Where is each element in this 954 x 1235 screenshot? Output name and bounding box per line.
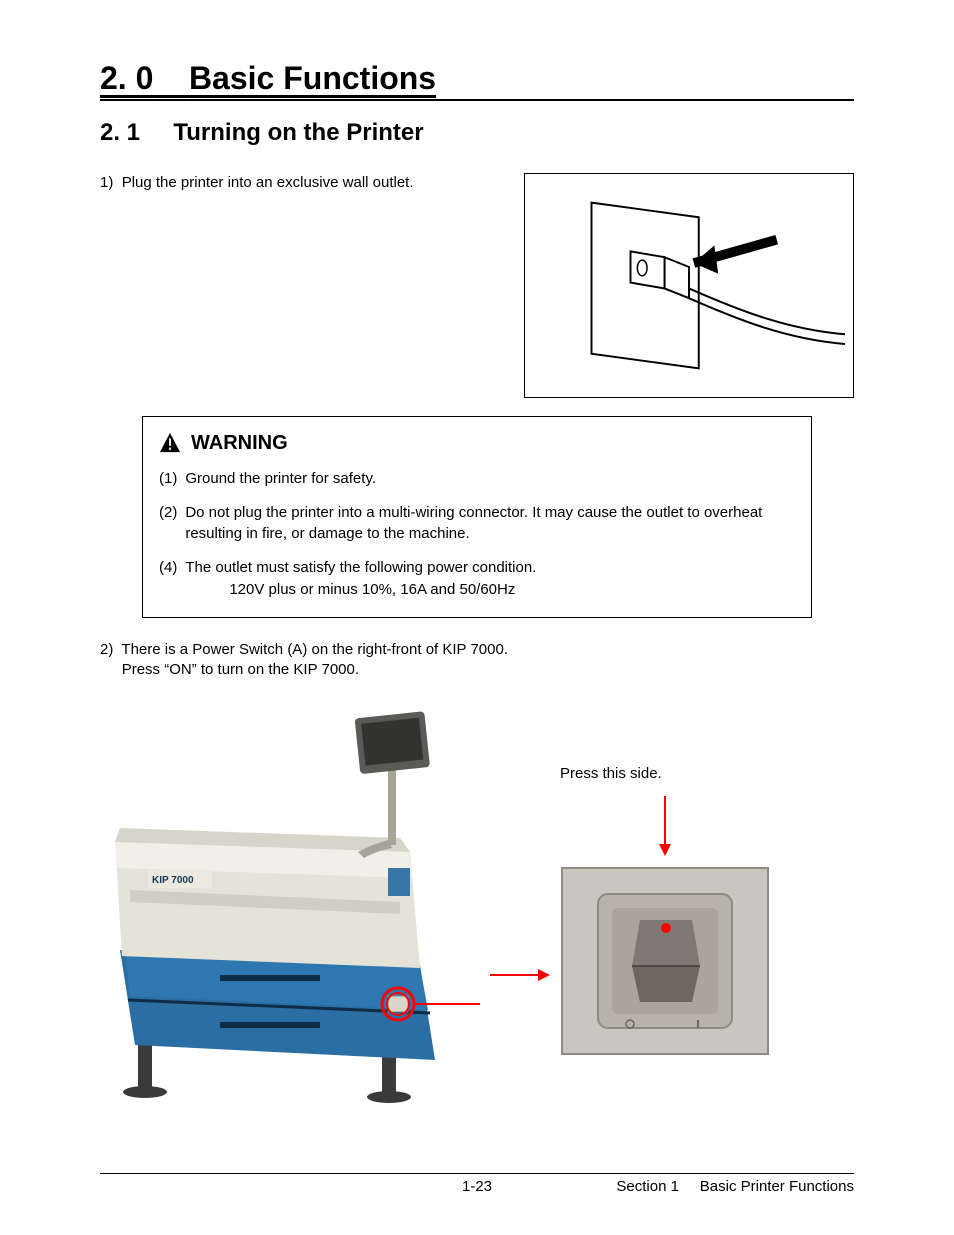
footer-section: Section 1 [616,1178,679,1195]
warning-item-3: (4) The outlet must satisfy the followin… [159,557,795,601]
warning-item-3-text: The outlet must satisfy the following po… [185,557,795,601]
warning-item-3-num: (4) [159,557,177,601]
warning-icon [159,432,181,454]
figures-row: KIP 7000 [100,710,854,1110]
warning-item-1-num: (1) [159,468,177,490]
chapter-number: 2. 0 [100,60,153,96]
warning-item-1-text: Ground the printer for safety. [185,468,795,490]
section-heading: 2. 1 Turning on the Printer [100,119,854,147]
printer-figure: KIP 7000 [100,710,480,1110]
step-2-number: 2) [100,640,113,660]
page-footer: 1-23 Section 1 Basic Printer Functions [100,1173,854,1195]
chapter-heading: 2. 0 Basic Functions [100,60,854,101]
chapter-title: Basic Functions [189,60,436,96]
warning-list: (1) Ground the printer for safety. (2) D… [159,468,795,601]
power-switch-figure [560,866,770,1056]
warning-item-1: (1) Ground the printer for safety. [159,468,795,490]
outlet-figure [524,173,854,398]
section-number: 2. 1 [100,119,140,146]
warning-item-3-main: The outlet must satisfy the following po… [185,559,536,576]
step-2: 2) There is a Power Switch (A) on the ri… [100,640,854,681]
press-this-side-label: Press this side. [560,765,770,782]
arrow-to-detail-icon [490,965,550,985]
press-arrow-icon [655,796,675,856]
printer-model-label: KIP 7000 [152,875,194,886]
warning-box: WARNING (1) Ground the printer for safet… [142,416,812,618]
step-1: 1) Plug the printer into an exclusive wa… [100,173,480,193]
warning-item-2-text: Do not plug the printer into a multi-wir… [185,502,795,546]
page: 2. 0 Basic Functions 2. 1 Turning on the… [0,0,954,1235]
warning-item-2-num: (2) [159,502,177,546]
warning-title-text: WARNING [191,429,288,458]
step-2-line2: Press “ON” to turn on the KIP 7000. [122,661,359,678]
warning-item-2: (2) Do not plug the printer into a multi… [159,502,795,546]
warning-title: WARNING [159,429,795,458]
footer-page-number: 1-23 [462,1178,492,1195]
switch-detail-column: Press this side. [560,765,770,1056]
step1-row: 1) Plug the printer into an exclusive wa… [100,173,854,398]
footer-title: Basic Printer Functions [700,1178,854,1195]
section-title: Turning on the Printer [173,119,423,146]
warning-item-3-sub: 120V plus or minus 10%, 16A and 50/60Hz [185,579,795,601]
step-2-line1: There is a Power Switch (A) on the right… [121,641,508,658]
step-1-number: 1) [100,173,113,193]
step-1-text: Plug the printer into an exclusive wall … [122,174,414,191]
